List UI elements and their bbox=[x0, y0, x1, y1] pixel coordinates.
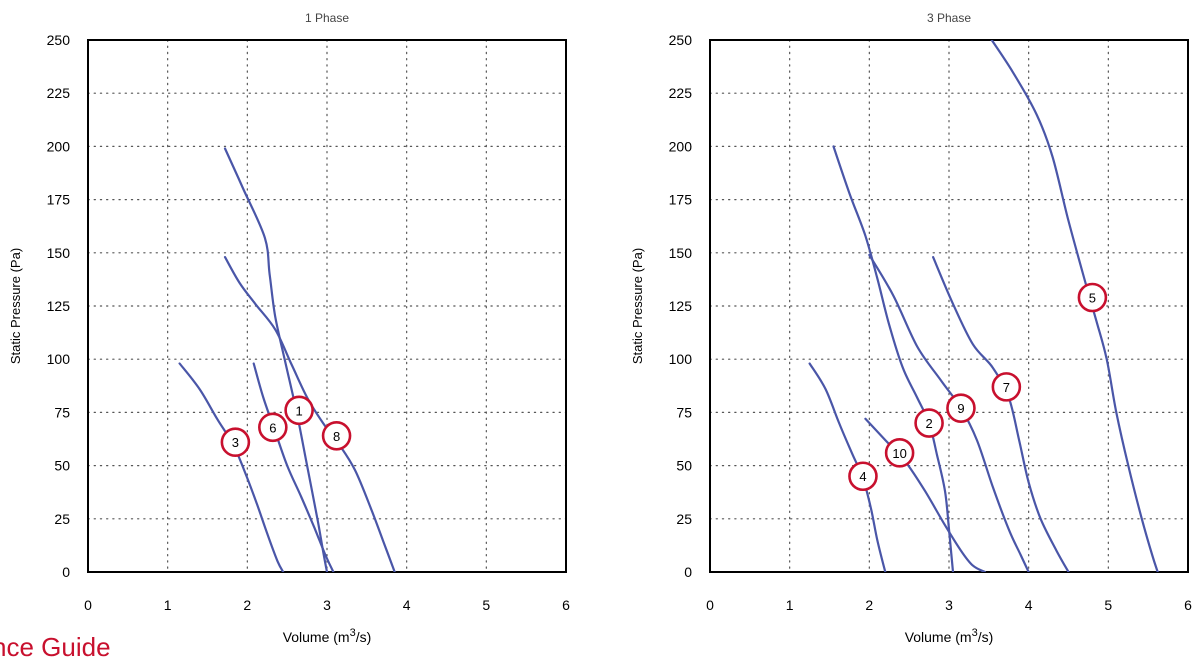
y-axis-label: Static Pressure (Pa) bbox=[630, 248, 645, 364]
y-tick-label: 250 bbox=[47, 32, 71, 48]
series-marker-3 bbox=[220, 427, 251, 457]
x-axis-label-superscript: 3 bbox=[350, 627, 356, 639]
y-tick-label: 0 bbox=[62, 564, 70, 580]
series-label-6: 6 bbox=[269, 420, 276, 435]
x-tick-label: 2 bbox=[243, 597, 251, 613]
y-tick-label: 25 bbox=[54, 511, 70, 527]
y-tick-label: 225 bbox=[669, 85, 693, 101]
series-marker-2 bbox=[914, 408, 944, 438]
series-label-1: 1 bbox=[295, 403, 302, 418]
series-marker-1 bbox=[284, 395, 314, 426]
series-line-7 bbox=[932, 256, 1070, 572]
x-axis-label-main: Volume (m bbox=[905, 629, 972, 645]
y-tick-label: 250 bbox=[669, 32, 693, 48]
series-label-2: 2 bbox=[925, 416, 932, 431]
y-tick-label: 150 bbox=[47, 245, 71, 261]
y-tick-label: 25 bbox=[676, 511, 692, 527]
y-tick-label: 50 bbox=[676, 458, 692, 474]
series-line-1 bbox=[223, 147, 329, 572]
y-tick-label: 150 bbox=[669, 245, 693, 261]
page-corner-text: nce Guide bbox=[0, 632, 111, 662]
y-tick-label: 100 bbox=[47, 351, 71, 367]
series-marker-10 bbox=[884, 438, 915, 468]
x-tick-label: 6 bbox=[562, 597, 570, 613]
series-marker-4 bbox=[848, 461, 878, 492]
plot-frame bbox=[709, 39, 1189, 573]
series-label-3: 3 bbox=[232, 435, 239, 450]
x-tick-label: 1 bbox=[786, 597, 794, 613]
y-tick-label: 225 bbox=[47, 85, 71, 101]
series-label-10: 10 bbox=[892, 446, 906, 461]
y-tick-label: 175 bbox=[669, 192, 693, 208]
y-tick-label: 50 bbox=[54, 458, 70, 474]
series-marker-6 bbox=[258, 412, 288, 443]
x-tick-label: 6 bbox=[1184, 597, 1192, 613]
x-tick-label: 5 bbox=[1104, 597, 1112, 613]
x-tick-label: 3 bbox=[945, 597, 953, 613]
y-axis-label: Static Pressure (Pa) bbox=[8, 248, 23, 364]
series-line-3 bbox=[178, 362, 285, 572]
x-axis-label-superscript: 3 bbox=[972, 627, 978, 639]
series-marker-8 bbox=[321, 421, 352, 451]
series-marker-7 bbox=[991, 372, 1022, 402]
x-axis-label-unit: /s) bbox=[356, 629, 372, 645]
x-axis-label: Volume (m3/s) bbox=[905, 627, 994, 645]
series-line-10 bbox=[864, 417, 986, 572]
y-tick-label: 75 bbox=[54, 404, 70, 420]
y-tick-label: 0 bbox=[684, 564, 692, 580]
x-tick-label: 1 bbox=[164, 597, 172, 613]
y-tick-label: 125 bbox=[669, 298, 693, 314]
x-axis-label-main: Volume (m bbox=[283, 629, 350, 645]
series-label-8: 8 bbox=[333, 429, 340, 444]
y-tick-label: 125 bbox=[47, 298, 71, 314]
x-tick-label: 3 bbox=[323, 597, 331, 613]
series-marker-9 bbox=[946, 393, 976, 423]
series-label-4: 4 bbox=[859, 469, 866, 484]
x-tick-label: 2 bbox=[865, 597, 873, 613]
x-tick-label: 0 bbox=[84, 597, 92, 613]
series-line-5 bbox=[990, 40, 1159, 572]
series-line-2 bbox=[832, 145, 955, 572]
y-tick-label: 200 bbox=[669, 138, 693, 154]
x-tick-label: 4 bbox=[403, 597, 411, 613]
x-axis-label: Volume (m3/s) bbox=[283, 627, 372, 645]
chart-panel-1: 1 Phase 0 25 50 75 100 125 150 175 200 225 250 0 1 2 3 4… bbox=[8, 11, 570, 645]
x-tick-label: 5 bbox=[482, 597, 490, 613]
x-tick-label: 0 bbox=[706, 597, 714, 613]
chart-title: 3 Phase bbox=[927, 11, 971, 25]
series-label-9: 9 bbox=[957, 401, 964, 416]
series-line-9 bbox=[868, 253, 1030, 572]
y-tick-label: 175 bbox=[47, 192, 71, 208]
series-marker-5 bbox=[1077, 282, 1108, 313]
chart-title: 1 Phase bbox=[305, 11, 349, 25]
series-label-5: 5 bbox=[1089, 290, 1096, 305]
series-line-8 bbox=[223, 256, 396, 572]
x-tick-label: 4 bbox=[1025, 597, 1033, 613]
series-line-6 bbox=[252, 362, 335, 572]
series-label-7: 7 bbox=[1003, 380, 1010, 395]
y-tick-label: 200 bbox=[47, 138, 71, 154]
x-axis-label-unit: /s) bbox=[978, 629, 994, 645]
y-tick-label: 100 bbox=[669, 351, 693, 367]
y-tick-label: 75 bbox=[676, 404, 692, 420]
